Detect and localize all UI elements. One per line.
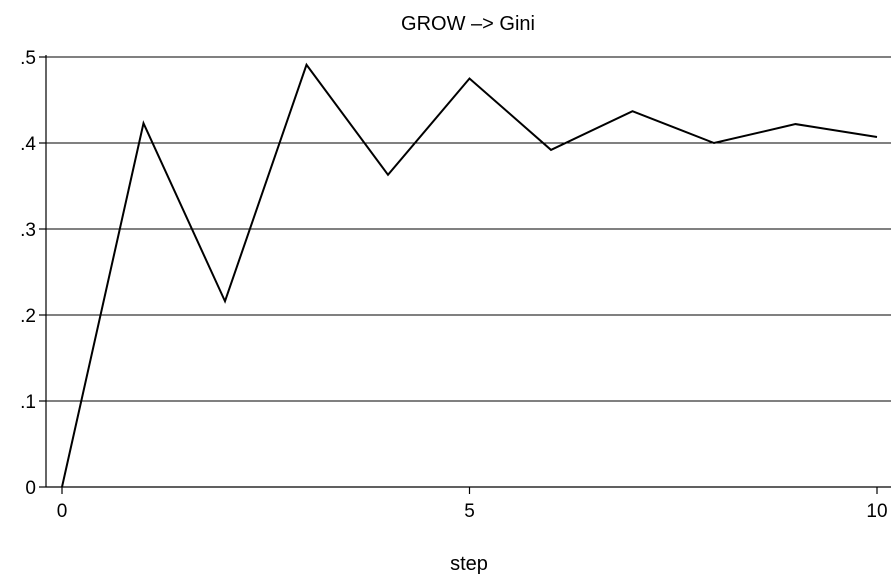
y-tick-label: .2 [20, 306, 36, 327]
gridlines [46, 56, 891, 402]
x-tick-label: 5 [464, 501, 475, 522]
x-tick-label: 0 [57, 501, 68, 522]
y-tick-label: .4 [20, 134, 36, 155]
series-group [61, 62, 878, 488]
series-line [61, 62, 878, 488]
y-tick-label: 0 [25, 478, 36, 499]
x-tick-label: 10 [866, 501, 887, 522]
y-tick-label: .1 [20, 392, 36, 413]
y-tick-label: .3 [20, 220, 36, 241]
y-tick-label: .5 [20, 48, 36, 69]
y-axis: 0 .1 .2 .3 .4 .5 [20, 48, 47, 499]
chart-title: GROW –> Gini [401, 13, 535, 35]
x-axis: 0 5 10 [46, 486, 891, 522]
x-axis-label: step [450, 553, 488, 575]
